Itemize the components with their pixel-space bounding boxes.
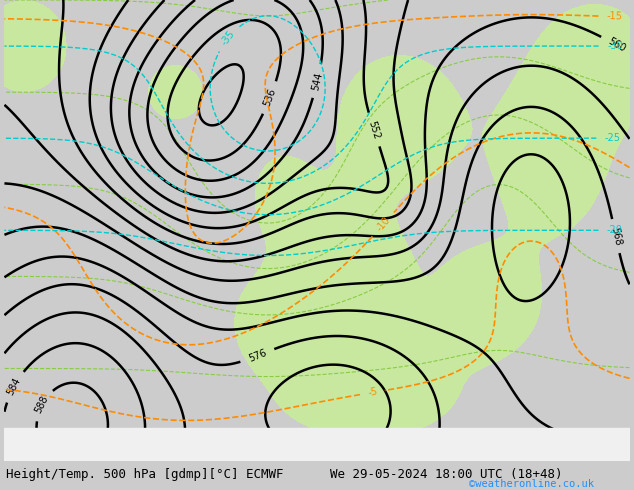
Text: Height/Temp. 500 hPa [gdmp][°C] ECMWF: Height/Temp. 500 hPa [gdmp][°C] ECMWF	[6, 468, 284, 481]
Text: 588: 588	[34, 394, 51, 415]
Text: -25: -25	[605, 133, 621, 143]
Text: -30: -30	[607, 41, 623, 51]
Text: -15: -15	[607, 11, 623, 22]
Text: 560: 560	[607, 36, 628, 54]
Text: 584: 584	[5, 376, 23, 397]
Text: -35: -35	[219, 29, 237, 48]
Text: -20: -20	[607, 225, 623, 235]
Text: -10: -10	[374, 215, 392, 234]
Text: 576: 576	[247, 347, 268, 364]
Text: 544: 544	[311, 71, 324, 91]
Text: 568: 568	[609, 226, 623, 246]
Text: -5: -5	[366, 387, 378, 398]
Bar	[4, 428, 630, 461]
Text: ©weatheronline.co.uk: ©weatheronline.co.uk	[469, 479, 594, 489]
Text: We 29-05-2024 18:00 UTC (18+48): We 29-05-2024 18:00 UTC (18+48)	[330, 468, 562, 481]
Text: 552: 552	[366, 119, 382, 140]
Text: 536: 536	[262, 87, 278, 108]
